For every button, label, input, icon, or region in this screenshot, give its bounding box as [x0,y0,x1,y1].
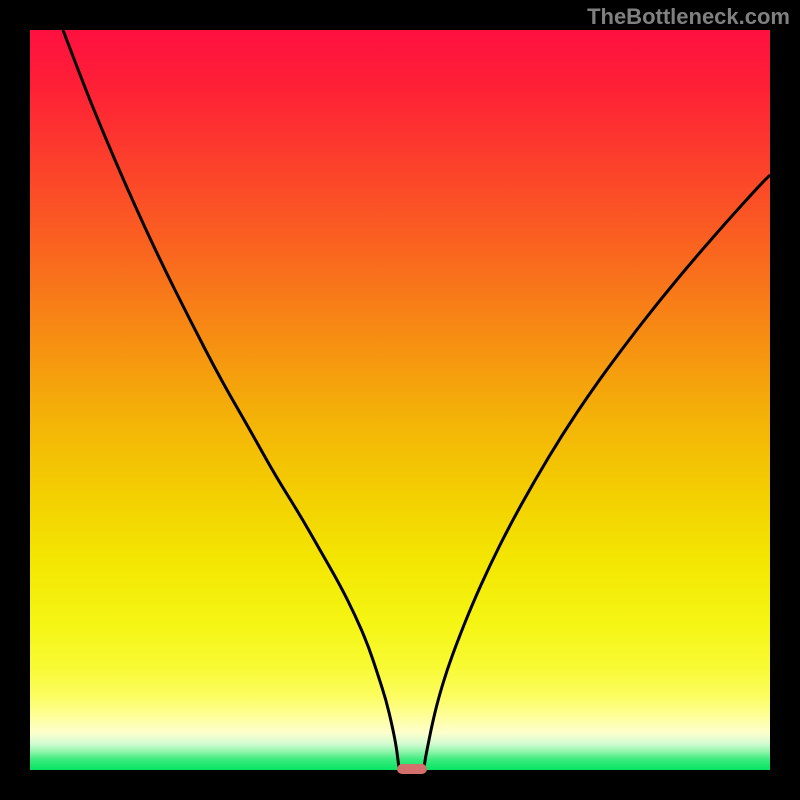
plot-background [30,30,770,770]
watermark-text: TheBottleneck.com [587,4,790,30]
bottleneck-chart [0,0,800,800]
chart-container: TheBottleneck.com [0,0,800,800]
optimal-marker [397,764,427,774]
